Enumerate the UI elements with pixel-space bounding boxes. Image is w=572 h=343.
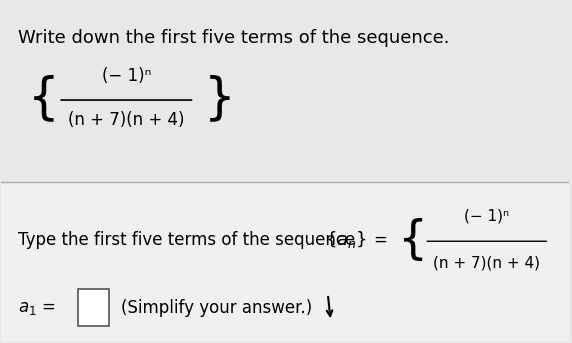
Text: =: = (374, 230, 387, 249)
Text: (− 1)ⁿ: (− 1)ⁿ (464, 208, 509, 223)
Text: (n + 7)(n + 4): (n + 7)(n + 4) (68, 111, 185, 129)
Text: (− 1)ⁿ: (− 1)ⁿ (102, 67, 151, 85)
Bar (1, 1, 569, 182)
Text: $\{a_n\}$: $\{a_n\}$ (325, 229, 367, 250)
Text: $\}$: $\}$ (204, 73, 231, 124)
Text: $a_1$ =: $a_1$ = (18, 299, 56, 317)
Text: $\{$: $\{$ (27, 73, 55, 124)
FancyBboxPatch shape (78, 289, 109, 326)
Text: Type the first five terms of the sequence: Type the first five terms of the sequenc… (18, 230, 361, 249)
Text: (n + 7)(n + 4): (n + 7)(n + 4) (434, 256, 541, 271)
Text: (Simplify your answer.): (Simplify your answer.) (121, 299, 312, 317)
Text: $\{$: $\{$ (397, 216, 423, 263)
Text: Write down the first five terms of the sequence.: Write down the first five terms of the s… (18, 28, 450, 47)
Bar (1, 182, 569, 342)
